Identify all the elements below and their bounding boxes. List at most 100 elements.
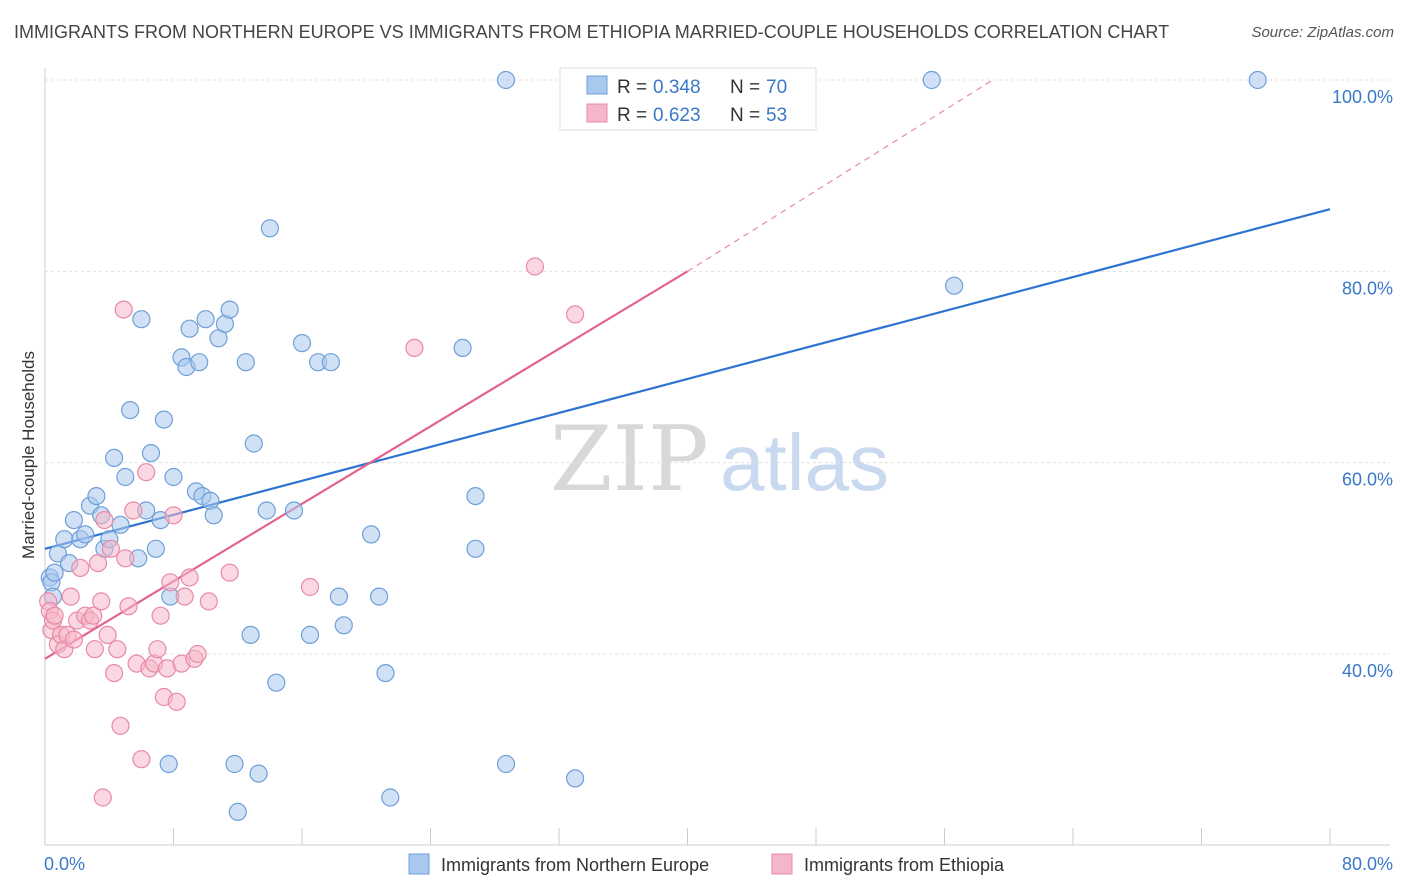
- x-tick-label: 0.0%: [44, 854, 85, 874]
- ethiopia-point: [405, 338, 424, 357]
- northern-europe-point: [241, 625, 260, 645]
- northern-europe-point: [45, 563, 64, 582]
- northern-europe-point: [1248, 70, 1267, 90]
- legend-r-value: 0.348: [653, 77, 701, 98]
- northern-europe-trend-line: [44, 208, 1331, 550]
- northern-europe-point: [376, 663, 395, 683]
- watermark: ZIP atlas: [550, 407, 889, 512]
- northern-europe-point: [362, 525, 381, 544]
- northern-europe-point: [225, 754, 244, 774]
- x-tick-label: 80.0%: [1342, 854, 1393, 874]
- northern-europe-point: [164, 467, 183, 487]
- northern-europe-point: [496, 754, 516, 774]
- ethiopia-point: [64, 630, 84, 649]
- ethiopia-point: [104, 663, 124, 683]
- northern-europe-point: [220, 300, 239, 319]
- legend-pink-swatch: [586, 103, 608, 123]
- chart-title: IMMIGRANTS FROM NORTHERN EUROPE VS IMMIG…: [14, 22, 1170, 42]
- northern-europe-point: [284, 501, 304, 520]
- ethiopia-point: [93, 788, 112, 807]
- northern-europe-point: [204, 506, 223, 525]
- northern-europe-point: [228, 802, 247, 822]
- ethiopia-point: [132, 750, 151, 769]
- ethiopia-point: [167, 692, 186, 711]
- ethiopia-point: [220, 563, 239, 582]
- legend-blue-swatch: [586, 75, 608, 95]
- ethiopia-point: [61, 587, 80, 606]
- northern-europe-point: [466, 487, 485, 506]
- ethiopia-point: [525, 257, 545, 276]
- northern-europe-point: [267, 673, 286, 692]
- ethiopia-point: [148, 640, 167, 659]
- northern-europe-point: [121, 401, 140, 420]
- ethiopia-point: [188, 644, 207, 664]
- northern-europe-point: [370, 587, 389, 606]
- ethiopia-point: [151, 606, 170, 625]
- northern-europe-point: [381, 788, 400, 807]
- northern-europe-point: [292, 334, 312, 353]
- northern-europe-point: [146, 539, 165, 558]
- y-axis-label: Married-couple Households: [19, 351, 38, 559]
- northern-europe-point: [141, 444, 161, 463]
- northern-europe-point: [334, 616, 353, 635]
- ethiopia-point: [95, 510, 114, 530]
- legend-n-value: 70: [766, 77, 787, 98]
- northern-europe-point: [190, 353, 209, 372]
- legend-northern-europe-swatch: [408, 853, 430, 875]
- ethiopia-point: [164, 506, 183, 525]
- y-tick-label: 100.0%: [1332, 87, 1393, 107]
- northern-europe-point: [87, 487, 106, 506]
- ethiopia-point: [161, 573, 180, 592]
- legend-ethiopia-label: Immigrants from Ethiopia: [804, 855, 1005, 875]
- data-points: [39, 70, 1267, 822]
- ethiopia-point: [85, 640, 104, 659]
- ethiopia-point: [137, 463, 156, 482]
- trend-lines: [44, 79, 1331, 660]
- legend-n-label: N =: [730, 105, 760, 126]
- ethiopia-point: [116, 549, 135, 568]
- ethiopia-point: [88, 553, 108, 573]
- ethiopia-point: [98, 625, 117, 645]
- northern-europe-point: [300, 625, 320, 645]
- legend-r-label: R =: [617, 105, 647, 126]
- northern-europe-point: [321, 353, 340, 372]
- northern-europe-point: [496, 70, 516, 90]
- northern-europe-point: [196, 310, 215, 329]
- northern-europe-point: [55, 530, 74, 549]
- y-tick-labels: 100.0% 80.0% 60.0% 40.0%: [1332, 87, 1393, 681]
- ethiopia-point: [114, 300, 133, 319]
- chart-source: Source: ZipAtlas.com: [1251, 24, 1394, 41]
- correlation-legend: R = 0.348 N = 70 R = 0.623 N = 53: [559, 67, 817, 131]
- northern-europe-point: [466, 539, 485, 558]
- northern-europe-point: [180, 319, 199, 338]
- northern-europe-point: [104, 448, 124, 467]
- ethiopia-point: [175, 587, 194, 606]
- ethiopia-point: [199, 592, 218, 611]
- ethiopia-point: [124, 501, 143, 520]
- northern-europe-point: [76, 525, 95, 544]
- northern-europe-point: [329, 587, 348, 606]
- ethiopia-point: [101, 539, 121, 558]
- northern-europe-point: [944, 276, 964, 295]
- ethiopia-point: [71, 558, 90, 578]
- northern-europe-point: [244, 434, 263, 453]
- northern-europe-point: [565, 769, 585, 788]
- x-tick-labels: 0.0% 80.0%: [44, 854, 1393, 874]
- y-tick-label: 40.0%: [1342, 661, 1393, 681]
- ethiopia-point: [84, 606, 103, 625]
- northern-europe-point: [453, 338, 472, 357]
- northern-europe-point: [132, 310, 151, 329]
- ethiopia-point: [108, 640, 127, 659]
- ethiopia-point: [180, 568, 199, 587]
- ethiopia-trend-extension: [687, 79, 994, 272]
- northern-europe-point: [111, 515, 130, 534]
- watermark-zip-text: ZIP: [550, 407, 709, 512]
- legend-n-value: 53: [766, 105, 787, 126]
- northern-europe-point: [260, 219, 279, 238]
- y-tick-label: 80.0%: [1342, 278, 1393, 298]
- ethiopia-point: [92, 592, 111, 611]
- northern-europe-point: [922, 70, 941, 90]
- northern-europe-point: [249, 764, 268, 783]
- northern-europe-point: [159, 754, 178, 774]
